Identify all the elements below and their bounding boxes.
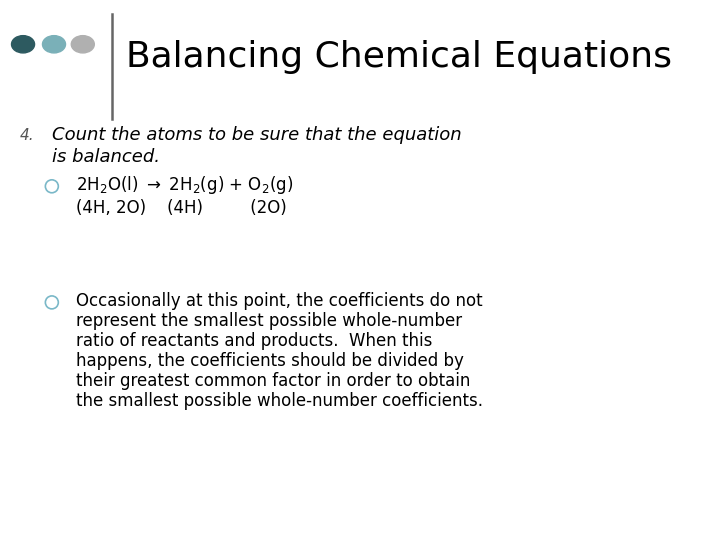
Circle shape	[42, 36, 66, 53]
Text: Count the atoms to be sure that the equation: Count the atoms to be sure that the equa…	[52, 126, 462, 144]
Circle shape	[71, 36, 94, 53]
Circle shape	[12, 36, 35, 53]
Text: their greatest common factor in order to obtain: their greatest common factor in order to…	[76, 372, 470, 390]
Text: the smallest possible whole-number coefficients.: the smallest possible whole-number coeff…	[76, 392, 482, 410]
Text: 4.: 4.	[20, 127, 35, 143]
Text: ratio of reactants and products.  When this: ratio of reactants and products. When th…	[76, 332, 432, 350]
Text: happens, the coefficients should be divided by: happens, the coefficients should be divi…	[76, 352, 464, 370]
Text: Balancing Chemical Equations: Balancing Chemical Equations	[126, 40, 672, 73]
Text: Occasionally at this point, the coefficients do not: Occasionally at this point, the coeffici…	[76, 292, 482, 310]
Text: 2H$_2$O(l) $\rightarrow$ 2H$_2$(g) + O$_2$(g): 2H$_2$O(l) $\rightarrow$ 2H$_2$(g) + O$_…	[76, 174, 293, 196]
Text: is balanced.: is balanced.	[52, 147, 160, 166]
Text: (4H, 2O)    (4H)         (2O): (4H, 2O) (4H) (2O)	[76, 199, 287, 217]
Text: represent the smallest possible whole-number: represent the smallest possible whole-nu…	[76, 312, 462, 330]
